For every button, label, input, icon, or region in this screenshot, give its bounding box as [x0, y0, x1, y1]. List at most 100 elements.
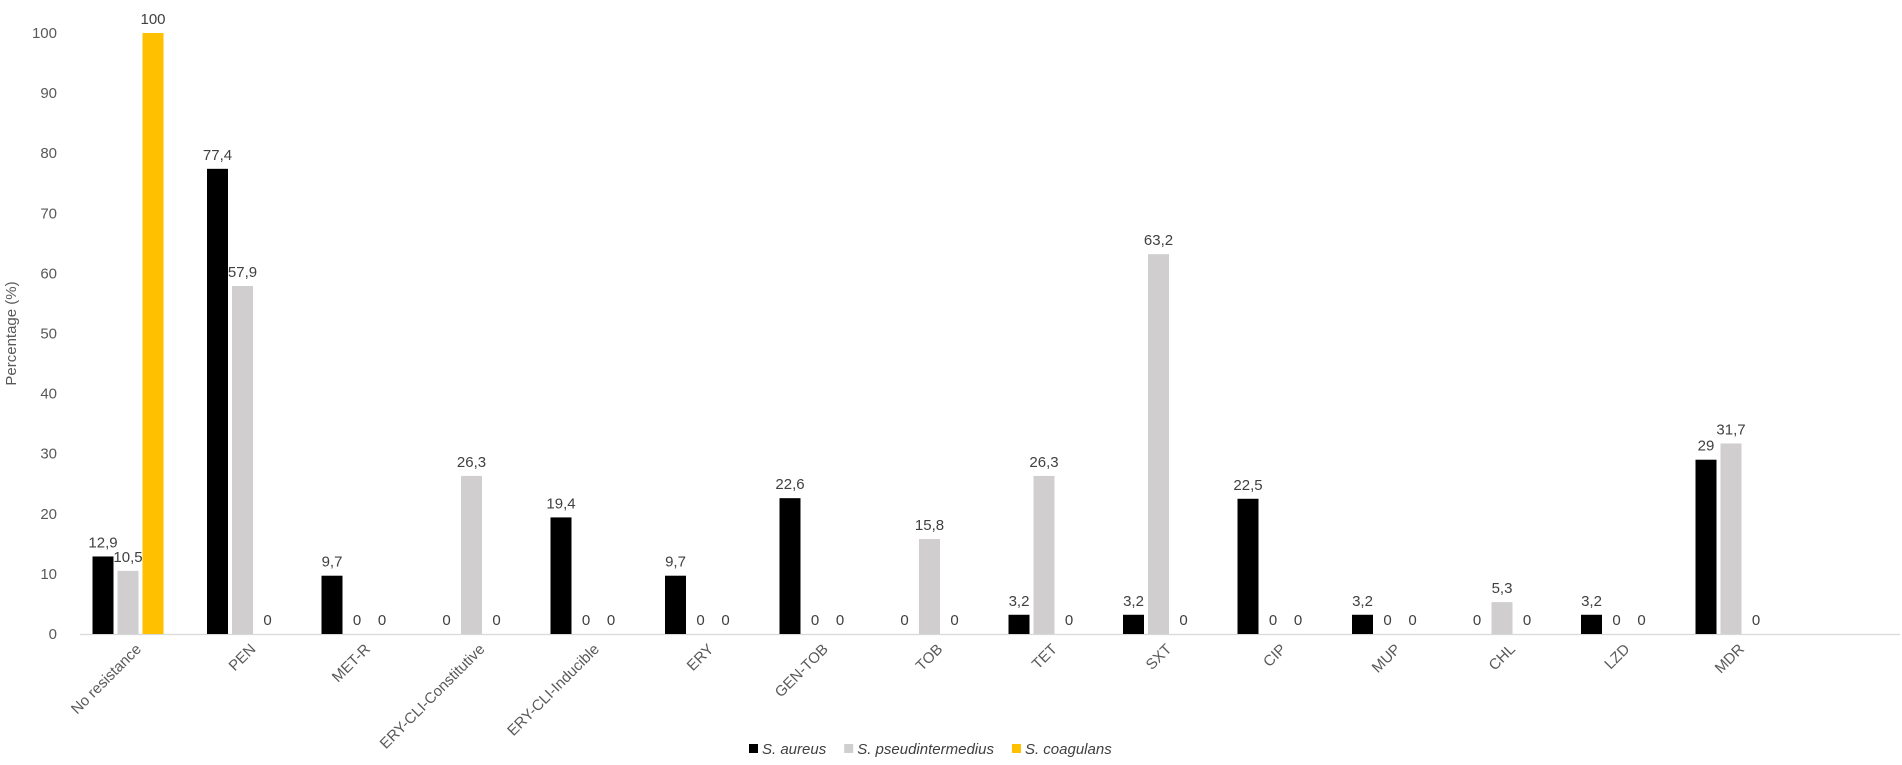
data-label: 0	[836, 612, 844, 629]
data-label: 0	[950, 612, 958, 629]
legend-swatch	[749, 744, 758, 753]
data-label: 0	[1637, 612, 1645, 629]
x-axis-categories: No resistance PEN MET-R ERY-CLI-Constitutiv…	[68, 641, 1748, 753]
data-label: 0	[721, 612, 729, 629]
legend-swatch	[1011, 744, 1021, 753]
y-tick-label: 90	[40, 85, 57, 102]
x-category-label: ERY-CLI-Constitutive	[377, 641, 489, 753]
x-category-label: ERY	[684, 641, 718, 675]
data-label: 12,9	[88, 534, 117, 551]
data-label: 22,5	[1233, 477, 1262, 494]
data-label: 0	[1612, 612, 1620, 629]
data-label: 0	[378, 612, 386, 629]
bar	[1581, 614, 1602, 634]
data-label: 31,7	[1716, 421, 1745, 438]
bar	[461, 475, 482, 634]
data-label: 3,2	[1009, 593, 1030, 610]
y-tick-label: 10	[40, 566, 57, 583]
data-label: 0	[607, 612, 615, 629]
bar	[321, 575, 343, 634]
x-category-label: CIP	[1260, 641, 1290, 671]
y-tick-label: 40	[40, 386, 57, 403]
data-label: 0	[1269, 612, 1277, 629]
data-label: 77,4	[203, 147, 232, 164]
data-label: 9,7	[322, 554, 343, 571]
data-label: 0	[1408, 612, 1416, 629]
x-category-label: PEN	[225, 641, 259, 675]
data-label: 26,3	[457, 454, 486, 471]
data-label: 5,3	[1492, 580, 1513, 597]
data-label: 0	[263, 612, 271, 629]
data-label: 0	[1383, 612, 1391, 629]
x-category-label: SXT	[1143, 641, 1176, 674]
data-label: 100	[140, 11, 165, 28]
bar	[1033, 475, 1055, 634]
data-label: 9,7	[665, 554, 686, 571]
data-label: 29	[1698, 438, 1715, 455]
data-label: 0	[582, 612, 590, 629]
data-label: 63,2	[1144, 232, 1173, 249]
y-tick-label: 60	[40, 265, 57, 282]
y-axis-label: Percentage (%)	[3, 281, 20, 385]
bar	[92, 556, 114, 634]
data-label: 3,2	[1352, 593, 1373, 610]
data-label: 0	[1523, 612, 1531, 629]
x-category-label: No resistance	[68, 641, 145, 718]
y-tick-label: 20	[40, 506, 57, 523]
x-category-label: LZD	[1601, 641, 1633, 673]
bar	[207, 168, 228, 635]
bars	[92, 33, 1742, 635]
x-category-label: MDR	[1712, 641, 1748, 677]
data-label: 10,5	[113, 549, 142, 566]
data-label: 0	[696, 612, 704, 629]
data-label: 0	[1065, 612, 1073, 629]
data-label: 22,6	[775, 476, 804, 493]
x-category-label: MUP	[1369, 641, 1405, 677]
legend-label: S. aureus	[762, 741, 827, 758]
data-label: 57,9	[228, 264, 257, 281]
data-label: 15,8	[915, 517, 944, 534]
bar	[232, 286, 253, 634]
data-label: 19,4	[546, 495, 575, 512]
y-tick-label: 50	[40, 326, 57, 343]
data-label: 0	[492, 612, 500, 629]
bar	[142, 33, 164, 634]
x-category-label: GEN-TOB	[772, 641, 832, 701]
data-label: 0	[811, 612, 819, 629]
data-label: 0	[1473, 612, 1481, 629]
bar	[1123, 614, 1144, 634]
bar	[1237, 498, 1259, 634]
bar	[1148, 254, 1169, 634]
x-category-label: TET	[1029, 641, 1061, 673]
bar	[1720, 443, 1742, 634]
data-label: 0	[1179, 612, 1187, 629]
y-axis: 0 10 20 30 40 50 60 70 80 90 100	[32, 25, 57, 643]
data-label: 26,3	[1029, 454, 1058, 471]
bar	[117, 570, 139, 634]
data-label: 0	[1294, 612, 1302, 629]
bar	[550, 517, 572, 634]
bar	[1008, 614, 1030, 634]
data-label: 0	[442, 612, 450, 629]
bar	[1352, 614, 1373, 634]
data-label: 0	[353, 612, 361, 629]
x-category-label: ERY-CLI-Inducible	[504, 641, 603, 740]
y-tick-label: 0	[49, 626, 57, 643]
legend-swatch	[844, 744, 854, 753]
bar	[919, 539, 940, 634]
data-label: 0	[900, 612, 908, 629]
y-tick-label: 30	[40, 446, 57, 463]
bar	[1491, 602, 1513, 634]
data-label: 3,2	[1581, 593, 1602, 610]
y-tick-label: 100	[32, 25, 57, 42]
x-category-label: TOB	[913, 641, 947, 675]
data-label: 3,2	[1123, 593, 1144, 610]
x-category-label: CHL	[1486, 641, 1519, 674]
bar	[1695, 459, 1717, 634]
bar	[665, 575, 686, 634]
x-category-label: MET-R	[329, 641, 374, 686]
legend-label: S. coagulans	[1025, 741, 1112, 758]
y-tick-label: 70	[40, 205, 57, 222]
